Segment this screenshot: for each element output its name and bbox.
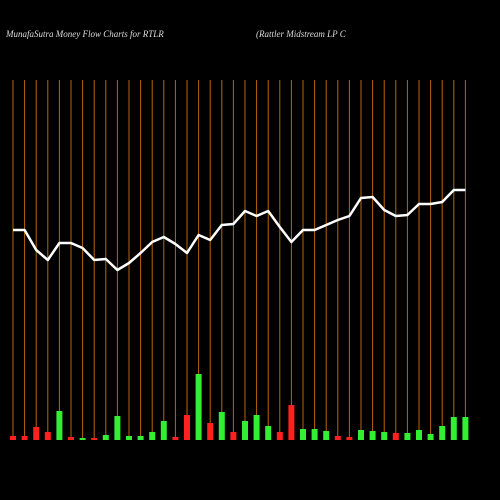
bar [381,432,388,440]
bar [288,405,295,440]
bar [369,431,376,440]
bar [450,417,457,440]
bar [427,434,434,440]
bar [114,416,121,440]
bar [439,426,446,440]
bar [392,433,399,440]
bar [21,436,28,440]
bar [195,374,202,440]
chart-subtitle: (Rattler Midstream LP C [256,29,347,39]
bar [323,431,330,440]
bar [404,433,411,440]
bar [44,432,51,440]
chart-title: MunafaSutra Money Flow Charts for RTLR [5,29,164,39]
bar [276,432,283,440]
bar [253,415,260,440]
bar [172,437,179,440]
bar [300,429,306,440]
bar [184,415,190,440]
bar [102,435,109,440]
bar [149,432,156,440]
bar [416,430,422,440]
bar [68,437,74,440]
bar [91,438,98,440]
bar [160,421,167,440]
bar [358,430,364,440]
bar [10,436,16,440]
bar [126,436,132,440]
bar [334,436,341,440]
bar [207,423,214,440]
bar [346,437,353,440]
bar [242,421,248,440]
bar [230,432,237,440]
bar [137,436,144,440]
money-flow-line [13,188,466,272]
bar [265,426,272,440]
bar [462,417,469,440]
bar [33,427,40,440]
bar [79,438,86,440]
bar [218,412,225,440]
bar [311,429,318,440]
bar [56,411,63,440]
